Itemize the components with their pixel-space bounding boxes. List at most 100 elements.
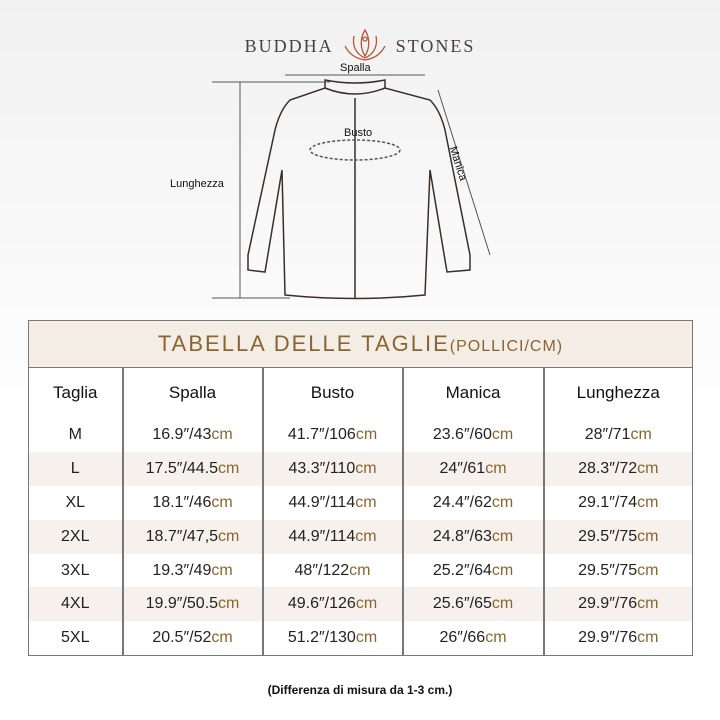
brand-logo: BUDDHA STONES [0, 26, 720, 66]
header-spalla: Spalla [121, 367, 263, 419]
size-chart-table: TABELLA DELLE TAGLIE(POLLICI/CM) Taglia … [28, 320, 693, 656]
measure-cell: 19.9″/50.5cm [121, 587, 263, 622]
measure-cell: 19.3″/49cm [121, 553, 263, 588]
measure-value: 29.5″/75 [578, 527, 638, 545]
title-text: TABELLA DELLE TAGLIE [157, 331, 450, 356]
unit-cm: cm [485, 628, 507, 646]
measure-cell: 28″/71cm [542, 418, 693, 453]
measure-cell: 28.3″/72cm [542, 452, 693, 487]
size-cell: 5XL [61, 628, 90, 646]
size-cell: L [28, 452, 123, 487]
table-row: 4XL 19.9″/50.5cm 49.6″/126cm 25.6″/65cm 29.9… [28, 587, 693, 622]
measure-value: 43.3″/110 [288, 460, 356, 478]
measure-cell: 48″/122cm [261, 553, 403, 588]
unit-cm: cm [355, 628, 378, 646]
measure-cell: 16.9″/43cm [121, 418, 263, 453]
measure-cell: 25.6″/65cm [401, 587, 544, 622]
jacket-diagram [212, 74, 491, 300]
measure-cell: 43.3″/110cm [261, 452, 403, 487]
measure-cell: 51.2″/130cm [261, 621, 403, 656]
measure-value: 18.1″/46 [152, 493, 212, 511]
measure-value: 17.5″/44.5 [145, 460, 219, 478]
unit-cm: cm [355, 595, 378, 613]
measure-cell: 29.1″/74cm [542, 486, 693, 520]
measure-value: 25.2″/64 [432, 561, 492, 579]
unit-cm: cm [355, 527, 377, 545]
unit-cm: cm [630, 426, 652, 444]
measure-value: 48″/122 [294, 561, 350, 579]
header-manica: Manica [401, 367, 544, 419]
measure-cell: 44.9″/114cm [261, 519, 403, 554]
label-spalla: Spalla [340, 62, 371, 74]
title-units: (POLLICI/CM) [449, 338, 564, 355]
measure-value: 28.3″/72 [578, 460, 638, 478]
unit-cm: cm [637, 595, 659, 613]
label-lunghezza: Lunghezza [170, 178, 224, 190]
measure-value: 29.5″/75 [578, 561, 638, 579]
table-row: XL 18.1″/46cm 44.9″/114cm 24.4″/62cm 29.1″/7… [29, 486, 693, 520]
size-cell: 2XL [28, 519, 123, 554]
header-busto: Busto [261, 367, 403, 419]
measure-value: 25.6″/65 [432, 595, 492, 613]
measure-value: 24″/61 [439, 460, 486, 478]
measure-value: 16.9″/43 [152, 426, 212, 444]
unit-cm: cm [637, 493, 659, 511]
unit-cm: cm [211, 493, 233, 511]
unit-cm: cm [491, 493, 514, 511]
unit-cm: cm [218, 460, 240, 478]
measure-value: 19.3″/49 [152, 561, 212, 579]
measure-value: 19.9″/50.5 [145, 595, 219, 613]
unit-cm: cm [218, 527, 240, 545]
measure-value: 24.8″/63 [432, 527, 492, 545]
measure-cell: 24.4″/62cm [401, 486, 544, 520]
unit-cm: cm [485, 460, 507, 478]
measure-value: 18.7″/47,5 [145, 527, 219, 545]
brand-right: STONES [395, 35, 476, 56]
header-row: Taglia Spalla Busto Manica Lunghezza [29, 367, 693, 419]
measure-value: 29.1″/74 [578, 493, 638, 511]
unit-cm: cm [491, 561, 514, 579]
unit-cm: cm [218, 595, 240, 613]
unit-cm: cm [637, 460, 659, 478]
measure-value: 41.7″/106 [287, 426, 356, 444]
measure-value: 20.5″/52 [152, 628, 212, 646]
measure-cell: 29.9″/76cm [542, 587, 693, 622]
unit-cm: cm [355, 493, 377, 511]
unit-cm: cm [491, 426, 514, 444]
measure-cell: 25.2″/64cm [401, 553, 544, 588]
measure-cell: 29.9″/76cm [542, 621, 693, 656]
unit-cm: cm [211, 561, 233, 579]
unit-cm: cm [637, 561, 659, 579]
lotus-icon [344, 28, 386, 61]
unit-cm: cm [355, 426, 378, 444]
unit-cm: cm [355, 460, 377, 478]
unit-cm: cm [637, 527, 659, 545]
measure-cell: 29.5″/75cm [542, 519, 693, 554]
size-cell: 4XL [28, 587, 123, 622]
header-lunghezza: Lunghezza [542, 367, 693, 419]
measure-value: 44.9″/114 [288, 493, 356, 511]
table-row: 5XL 20.5″/52cm 51.2″/130cm 26″/66cm 29.9″/76… [29, 621, 693, 656]
measure-cell: 29.5″/75cm [542, 553, 693, 588]
measure-value: 26″/66 [439, 628, 486, 646]
measure-value: 29.9″/76 [578, 595, 638, 613]
unit-cm: cm [491, 527, 514, 545]
size-cell: XL [65, 493, 86, 511]
measurement-note: (Differenza di misura da 1-3 cm.) [267, 683, 453, 697]
table-row: M 16.9″/43cm 41.7″/106cm 23.6″/60cm 28″/71cm [29, 418, 693, 453]
measure-cell: 17.5″/44.5cm [121, 452, 263, 487]
measure-value: 49.6″/126 [287, 595, 356, 613]
measure-value: 23.6″/60 [432, 426, 492, 444]
measure-cell: 44.9″/114cm [261, 486, 403, 520]
measure-value: 28″/71 [584, 426, 631, 444]
measure-value: 29.9″/76 [578, 628, 638, 646]
measure-cell: 18.1″/46cm [121, 486, 263, 520]
size-cell: 3XL [61, 561, 90, 579]
measure-cell: 41.7″/106cm [261, 418, 403, 453]
table-title: TABELLA DELLE TAGLIE(POLLICI/CM) [28, 320, 693, 368]
measure-value: 24.4″/62 [432, 493, 492, 511]
measure-cell: 49.6″/126cm [261, 587, 403, 622]
brand-left: BUDDHA [244, 35, 334, 56]
table-row: 2XL 18.7″/47,5cm 44.9″/114cm 24.8″/63cm 29.5… [28, 519, 693, 554]
unit-cm: cm [211, 628, 233, 646]
